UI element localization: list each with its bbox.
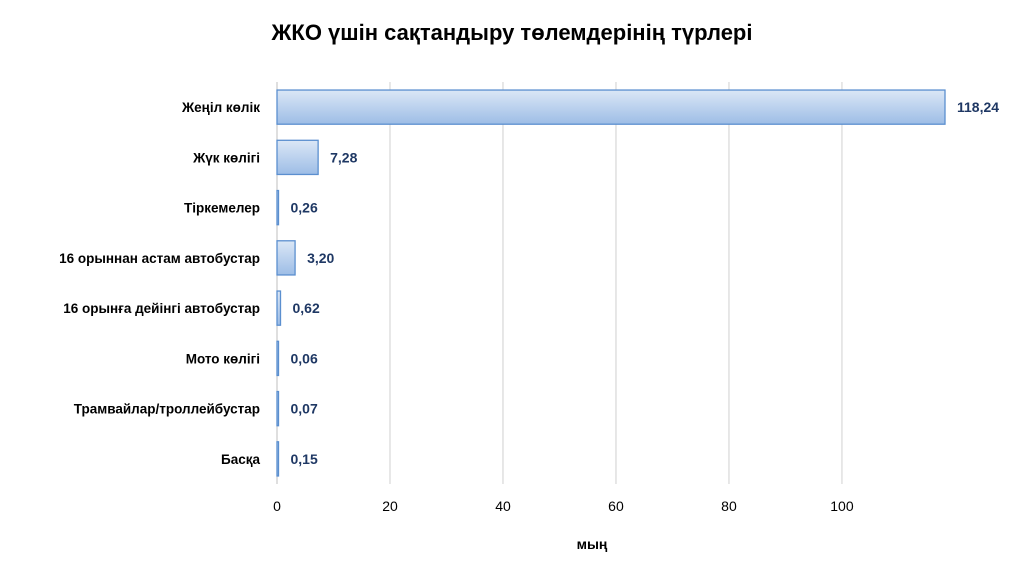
x-tick-label: 80	[721, 498, 737, 514]
value-label: 118,24	[957, 99, 999, 115]
category-label: 16 орынға дейінгі автобустар	[63, 301, 260, 316]
value-label: 0,07	[291, 401, 318, 417]
value-label: 3,20	[307, 250, 334, 266]
bar	[276, 290, 282, 326]
x-tick-label: 60	[608, 498, 624, 514]
category-label: Тіркемелер	[184, 201, 260, 216]
bars	[276, 89, 946, 477]
category-label: Жүк көлігі	[192, 150, 260, 165]
category-label: 16 орыннан астам автобустар	[59, 251, 260, 266]
value-label: 0,06	[291, 350, 318, 366]
category-label: Жеңіл көлік	[181, 100, 260, 115]
x-tick-label: 100	[830, 498, 854, 514]
bar	[276, 340, 280, 377]
bar	[276, 89, 946, 125]
grid	[276, 82, 843, 484]
chart-title: ЖКО үшін сақтандыру төлемдерінің түрлері	[271, 20, 753, 45]
x-tick-label: 0	[273, 498, 281, 514]
value-label: 0,26	[291, 200, 318, 216]
bar	[276, 240, 296, 276]
bar	[276, 441, 280, 477]
value-labels: 118,24 7,28 0,26 3,20 0,62 0,06 0,07 0,15	[291, 99, 1000, 467]
category-label: Трамвайлар/троллейбустар	[74, 402, 260, 417]
value-label: 0,62	[293, 300, 320, 316]
value-label: 7,28	[330, 149, 357, 165]
x-tick-label: 20	[382, 498, 398, 514]
x-tick-labels: 0 20 40 60 80 100	[273, 498, 854, 514]
category-label: Басқа	[221, 452, 260, 467]
category-label: Мото көлігі	[186, 351, 260, 366]
bar	[276, 139, 319, 176]
bar	[276, 189, 280, 226]
value-label: 0,15	[291, 451, 318, 467]
x-axis-title: мың	[577, 536, 608, 552]
bar	[276, 390, 280, 427]
x-tick-label: 40	[495, 498, 511, 514]
category-labels: Жеңіл көлік Жүк көлігі Тіркемелер 16 орынна…	[59, 100, 260, 467]
